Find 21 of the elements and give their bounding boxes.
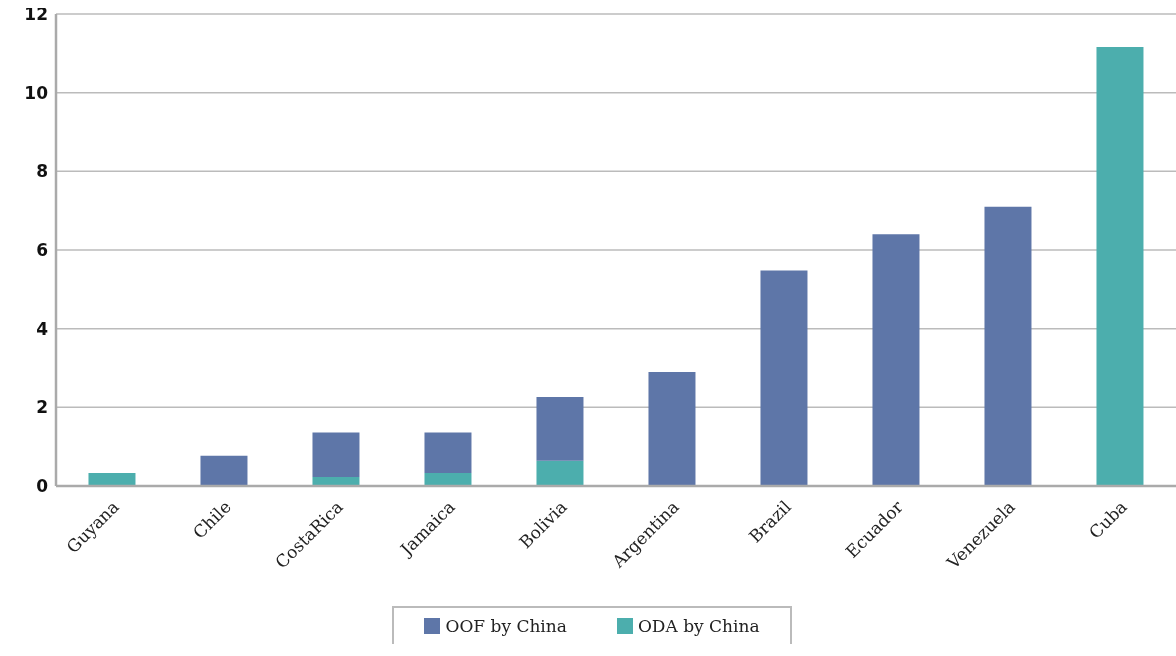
bar bbox=[760, 270, 808, 486]
y-tick-label: 6 bbox=[36, 240, 48, 261]
legend-label: ODA by China bbox=[637, 616, 760, 636]
y-tick-label: 0 bbox=[36, 476, 49, 497]
bar bbox=[984, 206, 1032, 486]
bar bbox=[312, 432, 360, 477]
y-tick-label: 10 bbox=[24, 82, 49, 103]
bar bbox=[536, 460, 584, 486]
bar bbox=[88, 473, 136, 486]
y-tick-label: 8 bbox=[36, 161, 48, 182]
y-tick-label: 4 bbox=[36, 318, 49, 339]
y-tick-label: 2 bbox=[36, 397, 48, 418]
bar bbox=[200, 455, 248, 486]
bar bbox=[872, 234, 920, 486]
bar bbox=[424, 473, 472, 486]
legend-label: OOF by China bbox=[445, 616, 567, 636]
bar bbox=[536, 397, 584, 461]
bar bbox=[648, 371, 696, 486]
y-tick-label: 12 bbox=[24, 4, 48, 25]
bar bbox=[1096, 47, 1144, 486]
bar bbox=[424, 432, 472, 474]
